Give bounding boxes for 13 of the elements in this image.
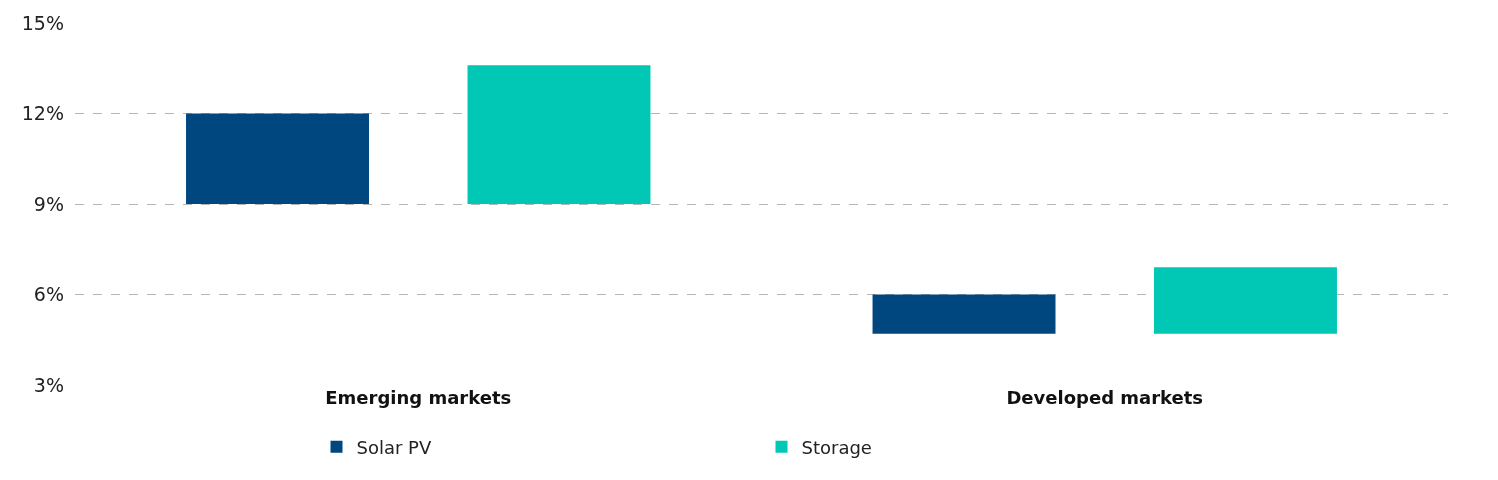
legend-label: Solar PV	[356, 436, 432, 458]
x-tick-label: Developed markets	[1006, 387, 1204, 408]
bar	[872, 294, 1056, 334]
x-tick-label: Emerging markets	[325, 387, 512, 408]
y-tick-label: 9%	[33, 192, 64, 215]
y-tick-label: 15%	[21, 11, 64, 34]
y-tick-label: 12%	[21, 102, 64, 125]
bar	[186, 113, 369, 204]
y-tick-label: 6%	[33, 283, 64, 306]
y-tick-label: 3%	[33, 373, 64, 396]
bar	[467, 65, 651, 204]
bar	[1154, 267, 1337, 334]
legend-label: Storage	[801, 436, 872, 458]
